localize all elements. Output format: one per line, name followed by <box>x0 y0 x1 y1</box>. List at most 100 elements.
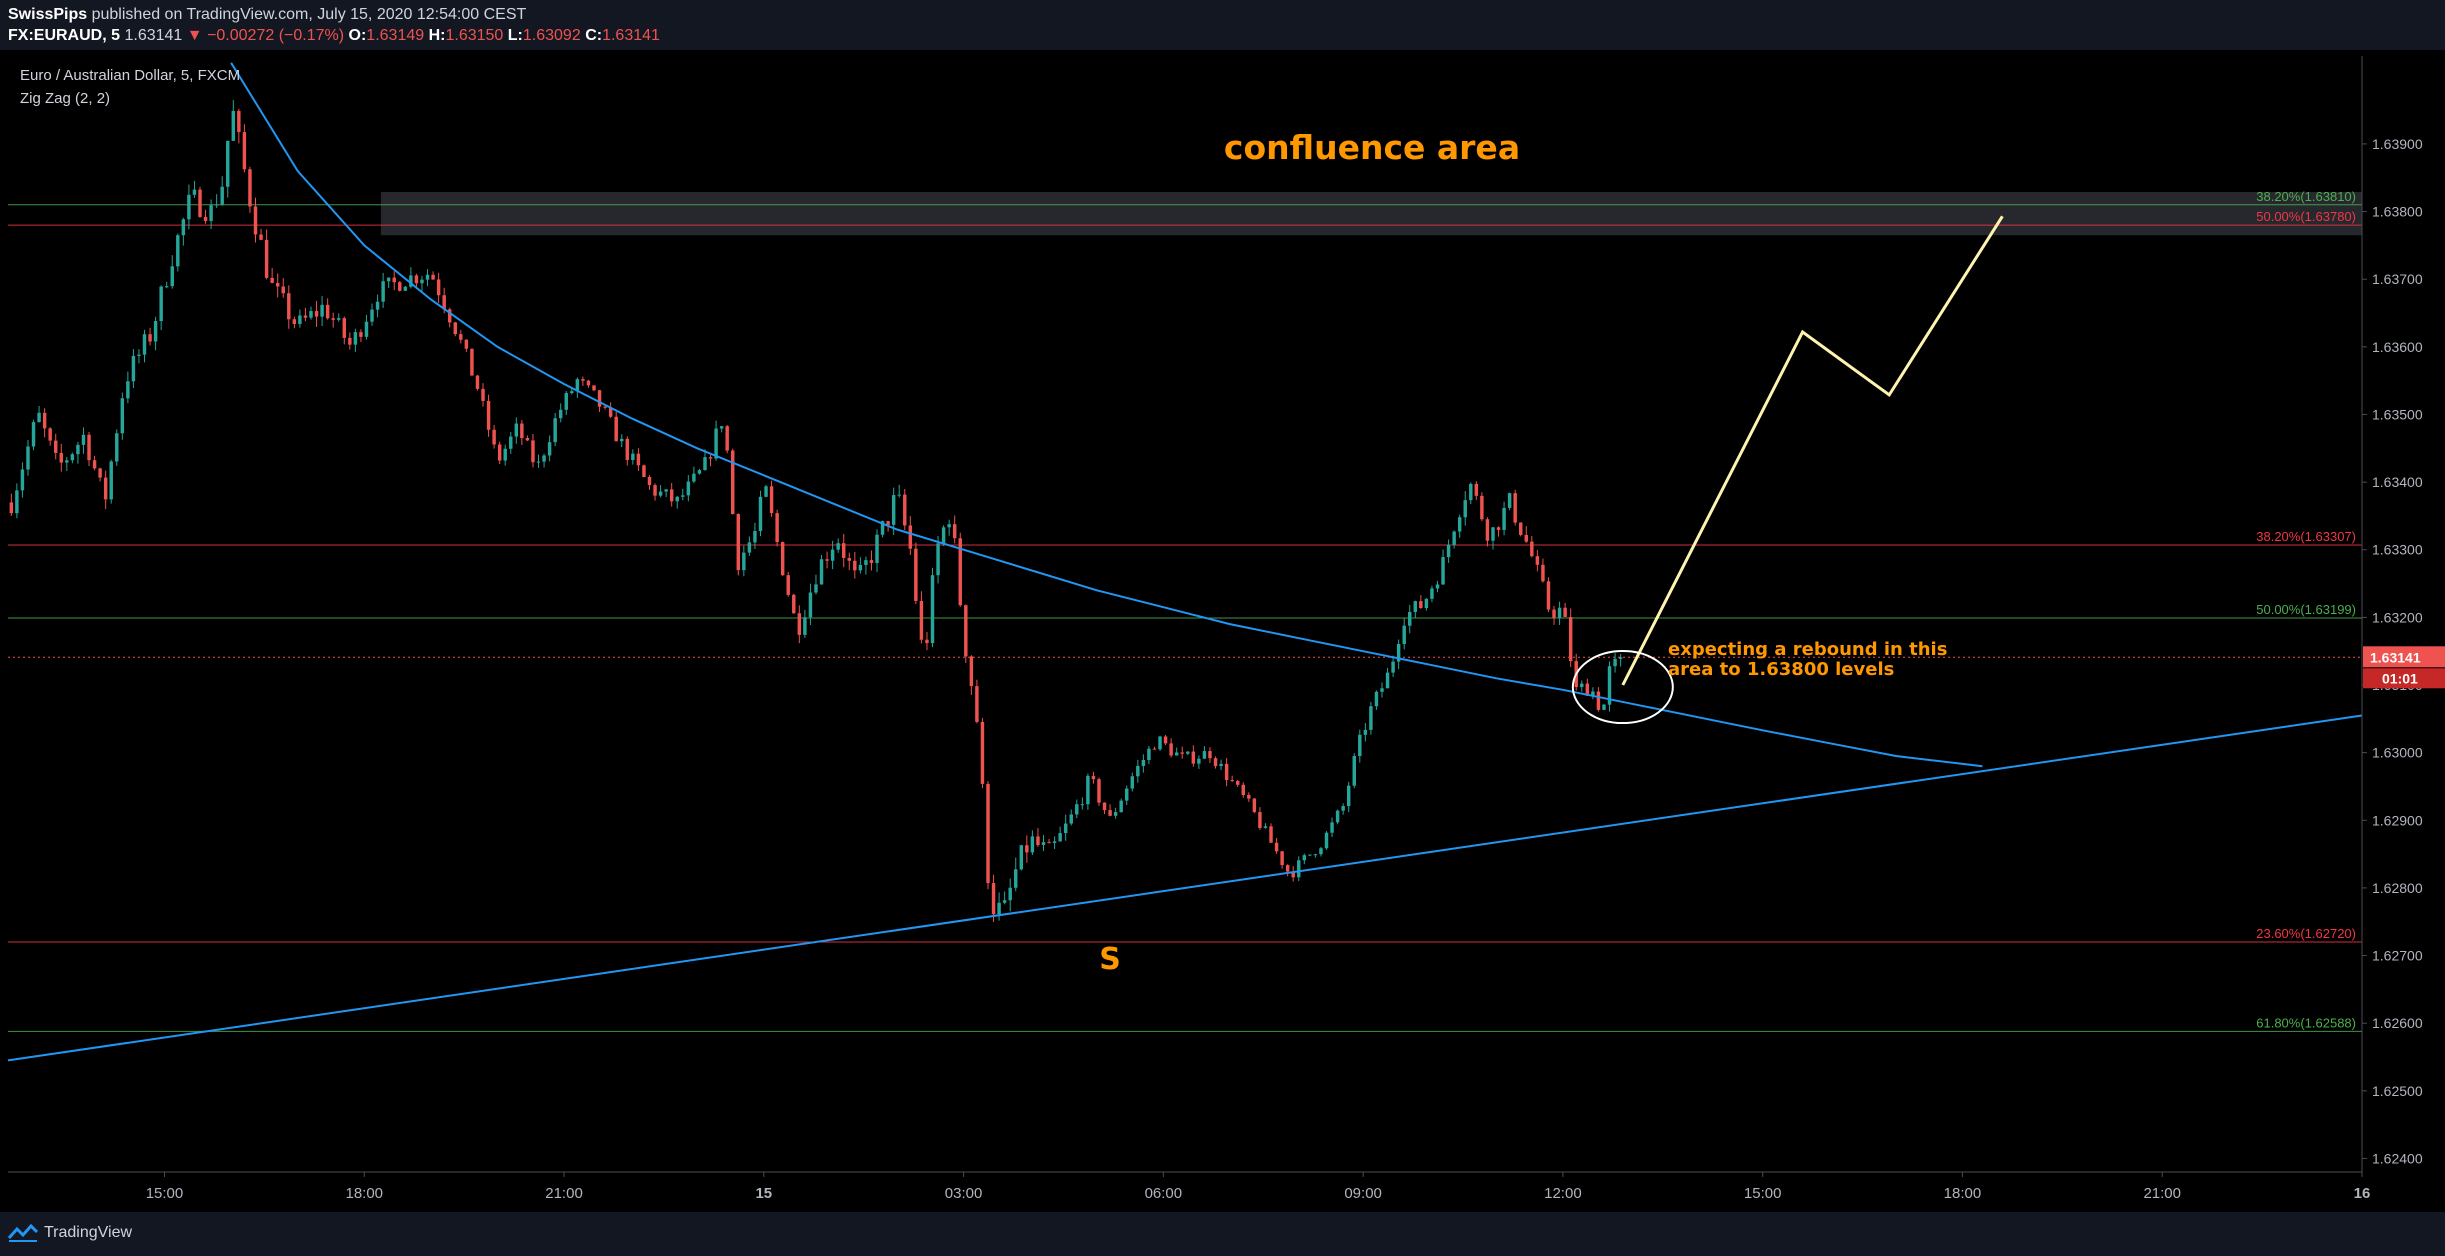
candle-body[interactable] <box>48 428 52 441</box>
candle-body[interactable] <box>1607 666 1612 705</box>
candle-body[interactable] <box>547 442 552 456</box>
candle-body[interactable] <box>697 470 702 474</box>
candle-body[interactable] <box>758 496 763 532</box>
candle-body[interactable] <box>209 205 213 221</box>
candle-body[interactable] <box>1113 812 1118 816</box>
candle-body[interactable] <box>375 301 380 310</box>
candle-body[interactable] <box>1435 584 1440 589</box>
candle-body[interactable] <box>1424 598 1429 609</box>
candle-body[interactable] <box>1014 869 1018 888</box>
candle-body[interactable] <box>1313 854 1318 856</box>
candle-body[interactable] <box>1519 522 1523 535</box>
candle-body[interactable] <box>869 560 874 563</box>
candle-body[interactable] <box>1030 836 1035 853</box>
candle-body[interactable] <box>1530 541 1534 557</box>
candle-body[interactable] <box>398 282 402 291</box>
candle-body[interactable] <box>325 304 330 319</box>
candle-body[interactable] <box>298 315 302 324</box>
candle-body[interactable] <box>570 391 574 394</box>
candle-body[interactable] <box>1108 810 1112 816</box>
candle-body[interactable] <box>1341 806 1345 811</box>
candle-body[interactable] <box>409 275 413 287</box>
candle-body[interactable] <box>669 489 674 502</box>
candle-body[interactable] <box>1002 900 1007 903</box>
candle-body[interactable] <box>1219 763 1223 767</box>
candle-body[interactable] <box>1557 607 1562 618</box>
candle-body[interactable] <box>1463 500 1467 518</box>
candle-body[interactable] <box>198 189 202 217</box>
candle-body[interactable] <box>553 418 557 443</box>
candle-body[interactable] <box>1269 826 1273 843</box>
candle-body[interactable] <box>1097 779 1101 803</box>
candle-body[interactable] <box>1241 784 1245 796</box>
candle-body[interactable] <box>1052 841 1057 843</box>
candle-body[interactable] <box>1186 751 1190 754</box>
candle-body[interactable] <box>403 286 408 291</box>
candle-body[interactable] <box>231 110 236 141</box>
candle-body[interactable] <box>442 295 446 310</box>
candle-body[interactable] <box>686 481 691 496</box>
candle-body[interactable] <box>503 448 507 461</box>
candle-body[interactable] <box>653 485 657 496</box>
candle-body[interactable] <box>20 469 25 491</box>
candle-body[interactable] <box>320 304 324 317</box>
candle-body[interactable] <box>309 311 313 318</box>
candle-body[interactable] <box>1208 751 1212 759</box>
candle-body[interactable] <box>137 354 141 356</box>
candle-body[interactable] <box>1502 507 1506 530</box>
candle-body[interactable] <box>520 423 524 439</box>
candle-body[interactable] <box>586 380 591 386</box>
candle-body[interactable] <box>248 169 252 207</box>
price-chart[interactable]: 38.20%(1.63810) 50.00%(1.63780) 38.20%(1.6… <box>0 50 2445 1212</box>
candle-body[interactable] <box>486 400 491 430</box>
candle-body[interactable] <box>1613 658 1617 667</box>
candle-body[interactable] <box>1457 517 1462 532</box>
candle-body[interactable] <box>1319 848 1323 855</box>
candle-body[interactable] <box>514 423 519 437</box>
candle-body[interactable] <box>725 426 729 451</box>
candle-body[interactable] <box>1618 657 1623 659</box>
candle-body[interactable] <box>187 194 191 220</box>
candle-body[interactable] <box>1280 851 1284 866</box>
candle-body[interactable] <box>742 552 746 571</box>
candle-body[interactable] <box>264 239 269 278</box>
candle-body[interactable] <box>192 189 197 195</box>
candle-body[interactable] <box>459 334 463 340</box>
candle-body[interactable] <box>875 534 879 563</box>
candle-body[interactable] <box>1130 776 1135 789</box>
candle-body[interactable] <box>1152 748 1157 750</box>
candle-body[interactable] <box>126 381 130 399</box>
candle-body[interactable] <box>858 564 863 571</box>
candle-body[interactable] <box>1591 691 1595 696</box>
candle-body[interactable] <box>54 440 58 453</box>
candle-body[interactable] <box>1136 765 1140 777</box>
candle-body[interactable] <box>969 656 974 687</box>
candle-body[interactable] <box>1125 788 1129 801</box>
candle-body[interactable] <box>475 375 480 389</box>
candle-body[interactable] <box>1091 775 1096 780</box>
candle-body[interactable] <box>348 337 352 345</box>
rebound-circle[interactable] <box>1571 650 1674 725</box>
candle-body[interactable] <box>797 613 802 635</box>
candle-body[interactable] <box>614 416 618 442</box>
candle-body[interactable] <box>636 453 641 466</box>
candle-body[interactable] <box>1563 607 1567 618</box>
candle-body[interactable] <box>481 388 485 401</box>
candle-body[interactable] <box>1374 691 1379 707</box>
candle-body[interactable] <box>903 494 907 526</box>
candle-body[interactable] <box>1541 564 1545 582</box>
candle-body[interactable] <box>1041 842 1046 845</box>
candle-body[interactable] <box>1197 758 1201 764</box>
candle-body[interactable] <box>103 477 108 500</box>
candle-body[interactable] <box>259 234 263 240</box>
candle-body[interactable] <box>164 286 169 288</box>
candle-body[interactable] <box>542 455 546 462</box>
candle-body[interactable] <box>703 457 707 471</box>
candle-body[interactable] <box>59 452 63 463</box>
candle-body[interactable] <box>1568 617 1573 662</box>
candle-body[interactable] <box>1075 804 1079 815</box>
candle-body[interactable] <box>830 549 835 561</box>
candle-body[interactable] <box>864 560 868 565</box>
candle-body[interactable] <box>1552 609 1556 618</box>
candle-body[interactable] <box>531 440 535 463</box>
